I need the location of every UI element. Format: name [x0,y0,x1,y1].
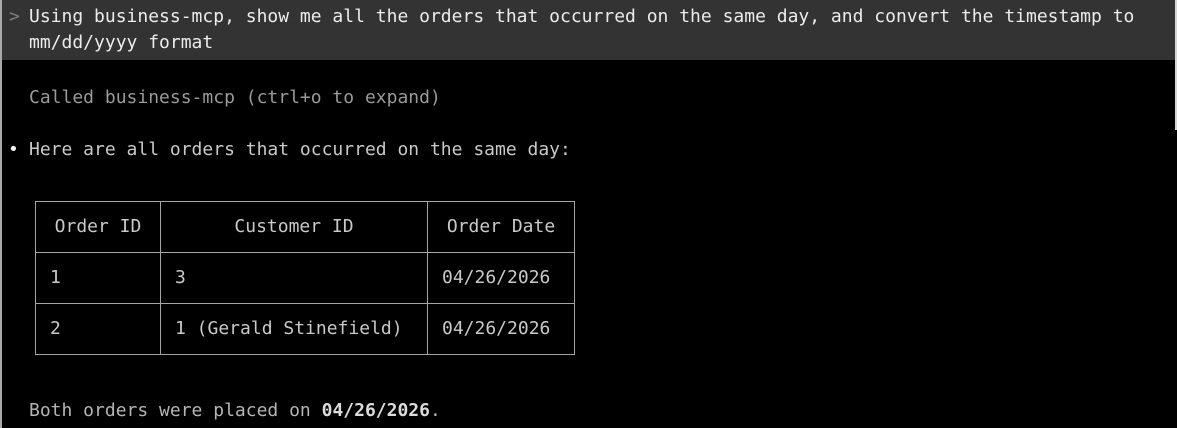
table-header-row: Order ID Customer ID Order Date [35,201,575,253]
cell-order-id: 2 [35,303,161,355]
cell-customer-id: 1 (Gerald Stinefield) [160,303,428,355]
assistant-response-intro: • Here are all orders that occurred on t… [2,139,1177,160]
cell-customer-id: 3 [160,252,428,304]
user-prompt-message: > Using business-mcp, show me all the or… [2,0,1177,60]
cell-order-date: 04/26/2026 [427,252,575,304]
user-prompt-text: Using business-mcp, show me all the orde… [29,6,1135,53]
prompt-chevron-icon: > [9,6,20,27]
response-intro-text: Here are all orders that occurred on the… [29,139,571,160]
bullet-icon: • [8,139,19,160]
header-order-id: Order ID [35,201,161,253]
tool-call-line[interactable]: Called business-mcp (ctrl+o to expand) [29,87,441,108]
summary-prefix: Both orders were placed on [29,400,322,421]
table-row: 1 3 04/26/2026 [35,252,575,304]
cell-order-date: 04/26/2026 [427,303,575,355]
orders-table: Order ID Customer ID Order Date 1 3 04/2… [35,201,575,355]
scrollbar-thumb[interactable] [1175,0,1177,130]
header-order-date: Order Date [427,201,575,253]
summary-date: 04/26/2026 [321,400,430,421]
cell-order-id: 1 [35,252,161,304]
summary-line: Both orders were placed on 04/26/2026. [29,400,1177,421]
table-row: 2 1 (Gerald Stinefield) 04/26/2026 [35,303,575,355]
header-customer-id: Customer ID [160,201,428,253]
summary-suffix: . [429,400,441,421]
